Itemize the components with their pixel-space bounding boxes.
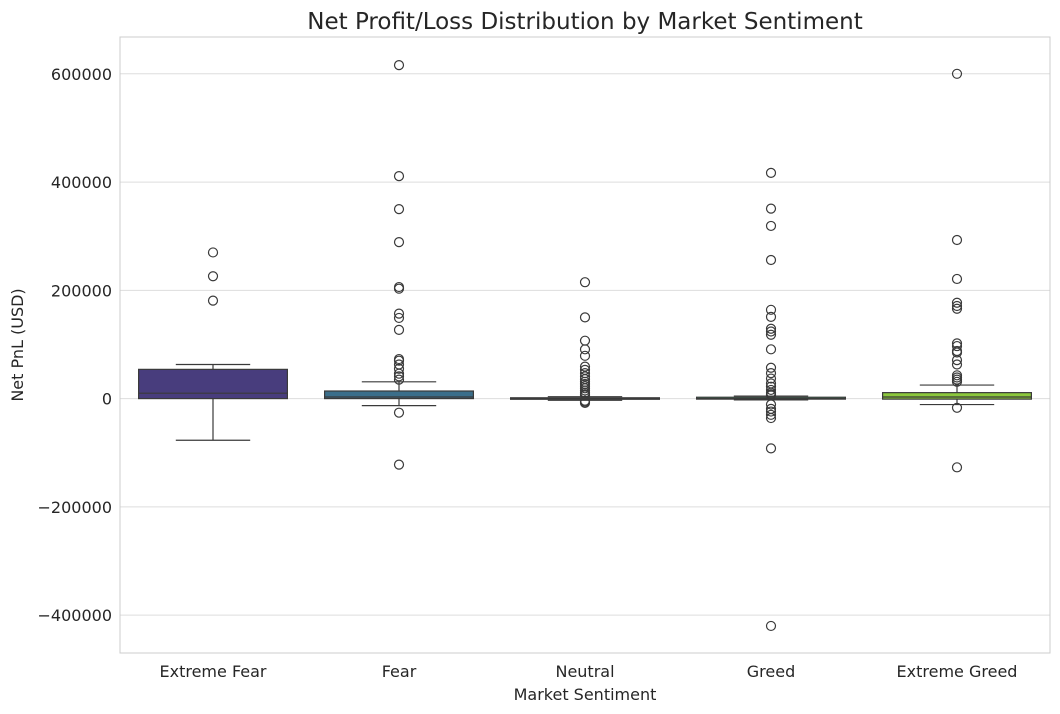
box-group <box>881 68 1032 473</box>
outlier-point <box>765 412 777 424</box>
outlier-point <box>951 355 963 366</box>
outlier-point <box>765 167 777 178</box>
box-group <box>324 60 475 470</box>
outlier-point <box>765 409 777 420</box>
outlier-point <box>765 304 777 315</box>
x-tick-label: Extreme Fear <box>160 662 267 681</box>
outlier-point <box>951 273 963 285</box>
outlier-point <box>207 295 219 306</box>
outlier-point <box>207 271 219 282</box>
outlier-point <box>951 359 963 370</box>
outlier-point <box>393 324 405 335</box>
box-group <box>510 277 661 409</box>
chart-title: Net Profit/Loss Distribution by Market S… <box>307 9 862 35</box>
y-axis-ticks: 600000 400000 200000 0 −200000 −400000 <box>38 65 112 625</box>
outlier-point <box>765 399 777 410</box>
box-iqr <box>138 368 289 400</box>
boxes <box>138 60 1032 632</box>
outlier-point <box>951 462 963 473</box>
y-tick-label: 0 <box>102 390 112 409</box>
outlier-point <box>765 344 777 355</box>
outlier-point <box>393 312 405 324</box>
outlier-point <box>579 335 591 346</box>
box-iqr <box>324 390 475 400</box>
outlier-point <box>951 402 963 413</box>
outlier-point <box>393 355 405 366</box>
outlier-point <box>393 371 405 382</box>
y-tick-label: 200000 <box>51 281 112 300</box>
x-axis-label: Market Sentiment <box>514 685 657 704</box>
outlier-point <box>393 204 405 215</box>
outlier-point <box>951 234 963 246</box>
outlier-point <box>951 376 963 387</box>
y-tick-label: −400000 <box>38 606 112 625</box>
outlier-point <box>765 326 777 337</box>
outlier-point <box>393 171 405 182</box>
outlier-point <box>951 68 963 79</box>
outlier-point <box>393 374 405 385</box>
outlier-point <box>765 620 777 632</box>
outlier-point <box>765 311 777 322</box>
outlier-point <box>951 340 963 352</box>
outlier-point <box>765 203 777 214</box>
x-tick-label: Neutral <box>555 662 614 681</box>
outlier-point <box>765 443 777 454</box>
outlier-point <box>393 368 405 379</box>
outlier-point <box>579 390 591 401</box>
box-group <box>138 247 289 441</box>
outlier-point <box>765 368 777 379</box>
outlier-point <box>579 312 591 323</box>
outlier-point <box>393 308 405 319</box>
x-axis-ticks: Extreme Fear Fear Neutral Greed Extreme Gree… <box>160 662 1018 681</box>
outlier-point <box>765 254 777 266</box>
x-tick-label: Greed <box>747 662 795 681</box>
x-tick-label: Fear <box>382 662 417 681</box>
outlier-point <box>393 60 405 71</box>
box-group <box>695 167 846 632</box>
outlier-point <box>579 397 591 409</box>
outlier-point <box>765 323 777 334</box>
outlier-point <box>393 407 405 418</box>
outlier-point <box>765 384 777 396</box>
plot-area-frame <box>119 36 1051 654</box>
box-iqr <box>881 392 1032 400</box>
y-tick-label: −200000 <box>38 498 112 517</box>
outlier-point <box>765 373 777 384</box>
x-tick-label: Extreme Greed <box>897 662 1018 681</box>
y-tick-label: 600000 <box>51 65 112 84</box>
outlier-point <box>393 283 405 294</box>
outlier-point <box>765 329 777 340</box>
outlier-point <box>951 300 963 312</box>
outlier-point <box>579 350 591 361</box>
outlier-point <box>393 363 405 374</box>
outlier-point <box>765 406 777 417</box>
outlier-point <box>579 361 591 372</box>
outlier-point <box>207 247 219 258</box>
outlier-point <box>765 362 777 373</box>
outlier-point <box>579 371 591 382</box>
outlier-point <box>579 344 591 355</box>
outlier-point <box>951 347 963 358</box>
outlier-point <box>393 459 405 470</box>
outlier-point <box>951 303 963 314</box>
outlier-point <box>951 297 963 308</box>
y-tick-label: 400000 <box>51 173 112 192</box>
outlier-point <box>393 237 405 248</box>
outlier-point <box>579 277 591 288</box>
y-axis-label: Net PnL (USD) <box>8 288 27 401</box>
outlier-point <box>765 220 777 232</box>
